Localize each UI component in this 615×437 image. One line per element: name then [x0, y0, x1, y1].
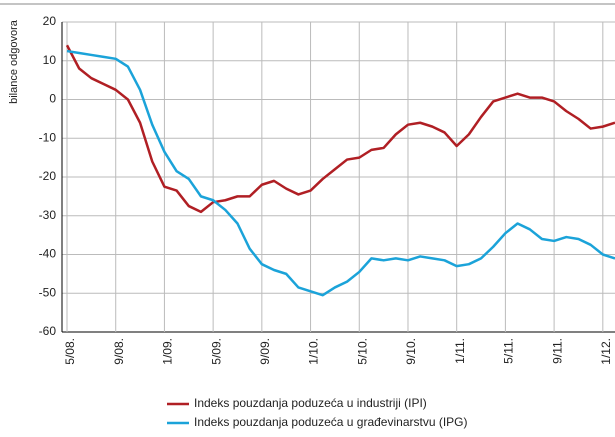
series-line: [65, 44, 615, 214]
x-tick-label: 1/10.: [307, 338, 321, 365]
y-tick-label: -20: [39, 169, 57, 183]
y-tick-label: -10: [39, 130, 57, 144]
x-tick-label: 9/10.: [404, 338, 418, 365]
x-tick-label: 5/09.: [209, 338, 223, 365]
x-tick-label: 1/09.: [161, 338, 175, 365]
x-tick-label: 5/10.: [355, 338, 369, 365]
x-tick-label: 5/11.: [502, 338, 516, 364]
y-tick-label: 0: [49, 92, 56, 106]
y-axis-label: bilance odgovora: [8, 19, 20, 104]
x-tick-label: 1/12.: [599, 338, 613, 365]
y-tick-label: 10: [43, 53, 57, 67]
y-tick-label: -50: [39, 285, 57, 299]
legend-label: Indeks pouzdanja poduzeća u građevinarst…: [194, 415, 468, 429]
x-tick-label: 5/08.: [63, 338, 77, 365]
y-tick-label: -40: [39, 247, 57, 261]
y-tick-label: -60: [39, 324, 57, 338]
x-tick-label: 9/11.: [550, 338, 564, 364]
x-tick-label: 1/11.: [453, 338, 467, 364]
x-tick-label: 9/09.: [258, 338, 272, 365]
y-tick-label: 20: [43, 14, 57, 28]
x-tick-label: 9/08.: [112, 338, 126, 365]
y-tick-label: -30: [39, 208, 57, 222]
series-line: [66, 49, 615, 297]
legend-label: Indeks pouzdanja poduzeća u industriji (…: [194, 396, 427, 410]
